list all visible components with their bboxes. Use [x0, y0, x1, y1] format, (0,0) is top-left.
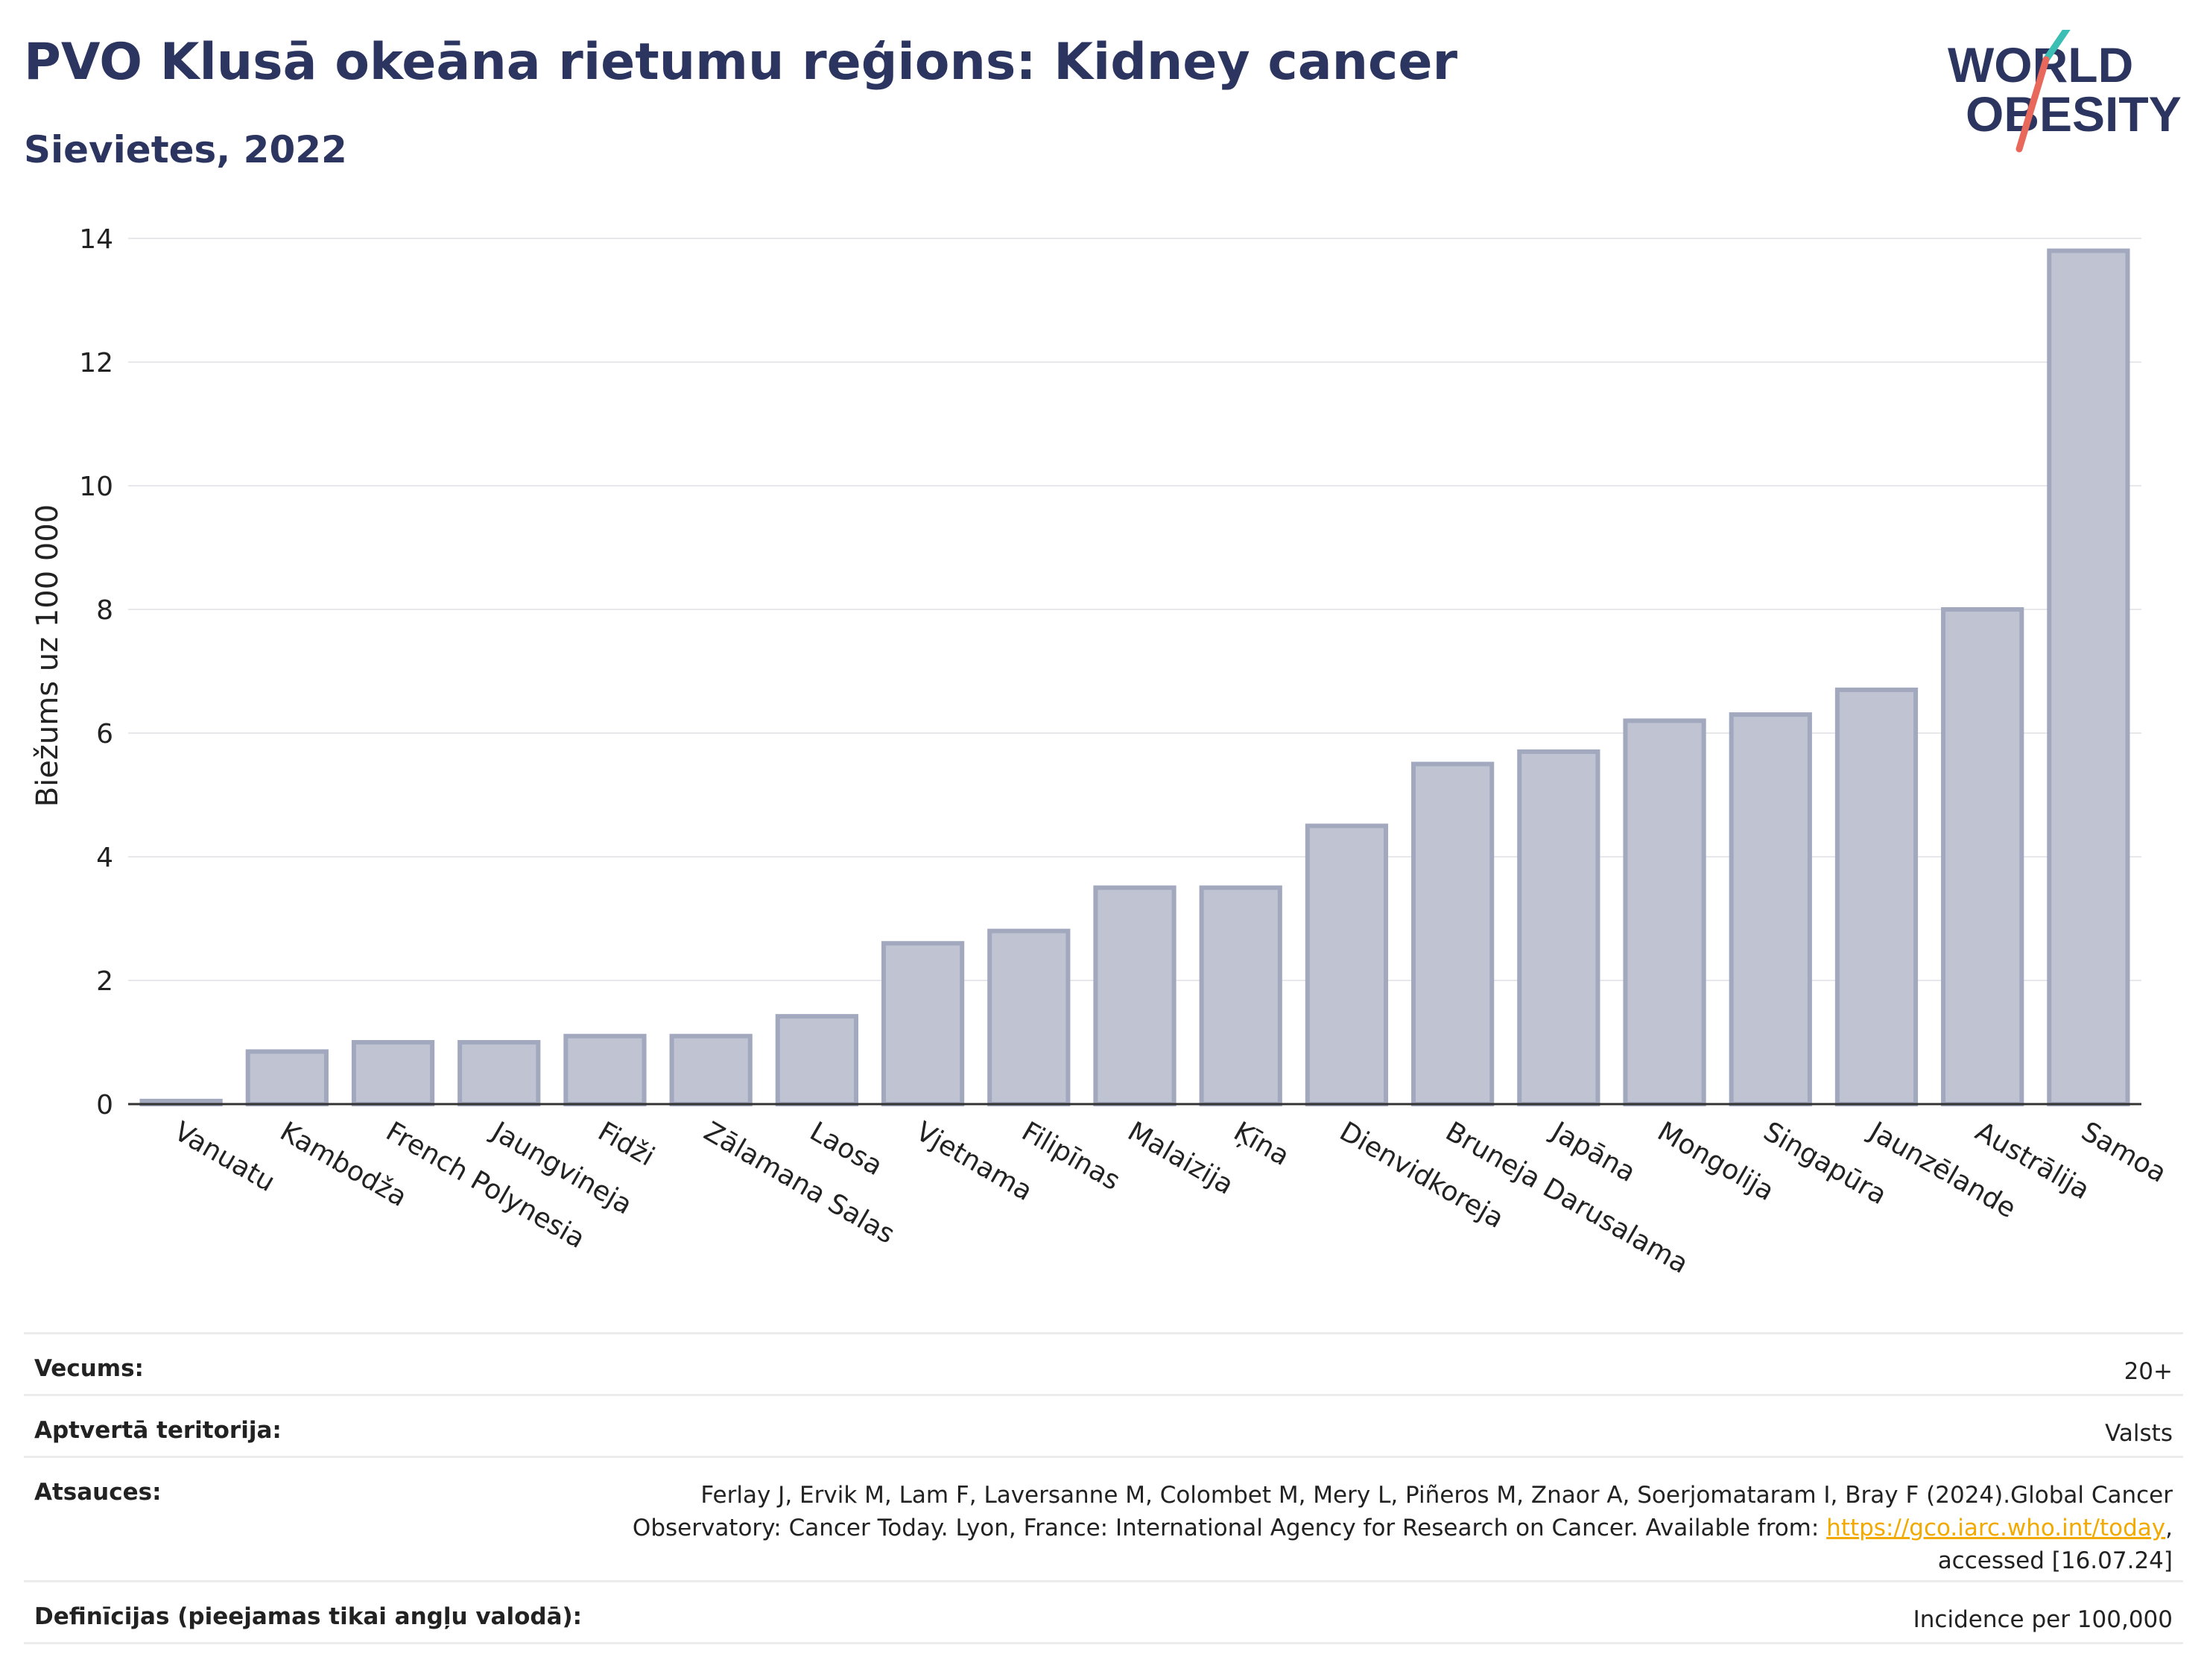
bar	[351, 1040, 435, 1106]
bar	[1623, 718, 1706, 1106]
bar	[987, 928, 1071, 1106]
y-tick-labels: 0 2 4 6 8 10 12 14	[79, 224, 113, 1120]
definitions-label: Definīcijas (pieejamas tikai angļu valod…	[34, 1603, 583, 1630]
bar	[1729, 712, 1812, 1106]
chart-title: PVO Klusā okeāna rietumu reģions: Kidney…	[24, 33, 1457, 92]
coverage-value: Valsts	[2105, 1420, 2173, 1447]
references-label: Atsauces:	[34, 1479, 162, 1506]
x-tick-label: Mongolija	[1653, 1116, 1779, 1207]
x-tick-label: Vjetnama	[911, 1116, 1037, 1207]
bar	[1411, 761, 1495, 1106]
bar	[245, 1049, 329, 1106]
world-obesity-logo: WORLD OBESITY	[1948, 30, 2182, 153]
bar	[1305, 823, 1389, 1106]
bar	[1834, 687, 1919, 1106]
y-tick-label: 0	[96, 1090, 113, 1120]
bar	[881, 941, 965, 1107]
definitions-value: Incidence per 100,000	[1913, 1606, 2173, 1633]
coverage-label: Aptvertā teritorija:	[34, 1417, 282, 1444]
bar	[1093, 885, 1177, 1106]
bars	[139, 248, 2130, 1107]
x-tick-label: Vanuatu	[169, 1116, 280, 1198]
info-row-definitions: Definīcijas (pieejamas tikai angļu valod…	[24, 1580, 2183, 1644]
x-tick-label: Laosa	[805, 1116, 887, 1182]
logo-slash-teal	[2042, 30, 2071, 63]
y-tick-label: 6	[96, 719, 113, 749]
references-line-1: Ferlay J, Ervik M, Lam F, Laversanne M, …	[700, 1482, 2173, 1509]
x-tick-label: Ķīna	[1229, 1116, 1294, 1172]
bar	[669, 1033, 753, 1106]
y-tick-label: 14	[79, 224, 113, 255]
info-row-age: Vecums: 20+	[24, 1332, 2183, 1394]
y-tick-label: 4	[96, 843, 113, 873]
bar	[775, 1014, 858, 1107]
y-tick-label: 12	[79, 348, 113, 378]
y-tick-label: 10	[79, 472, 113, 502]
info-row-coverage: Aptvertā teritorija: Valsts	[24, 1394, 2183, 1456]
chart-subtitle: Sievietes, 2022	[24, 128, 347, 171]
bar	[457, 1040, 541, 1106]
bar	[1517, 749, 1600, 1107]
x-tick-label: Fidži	[592, 1116, 659, 1172]
logo-word-obesity: OBESITY	[1966, 86, 2182, 142]
bar	[563, 1033, 647, 1106]
x-tick-label: French Polynesia	[381, 1116, 590, 1255]
y-tick-label: 8	[96, 595, 113, 626]
references-link[interactable]: https://gco.iarc.who.int/today	[1826, 1515, 2166, 1541]
age-value: 20+	[2124, 1358, 2173, 1385]
age-label: Vecums:	[34, 1355, 144, 1382]
references-line-3: accessed [16.07.24]	[1937, 1547, 2173, 1574]
bar	[1941, 607, 2024, 1106]
x-tick-label: Malaizija	[1123, 1116, 1239, 1201]
y-tick-label: 2	[96, 966, 113, 997]
logo-slash-coral	[2015, 56, 2050, 153]
references-line-2: Observatory: Cancer Today. Lyon, France:…	[632, 1515, 1820, 1541]
references-value: Ferlay J, Ervik M, Lam F, Laversanne M, …	[632, 1482, 2173, 1574]
bar	[2047, 248, 2130, 1107]
info-table: Vecums: 20+ Aptvertā teritorija: Valsts …	[24, 1332, 2183, 1644]
x-tick-label: Zālamana Salas	[699, 1116, 900, 1249]
info-row-references: Atsauces: Ferlay J, Ervik M, Lam F, Lave…	[24, 1456, 2183, 1580]
bar	[1199, 885, 1282, 1106]
